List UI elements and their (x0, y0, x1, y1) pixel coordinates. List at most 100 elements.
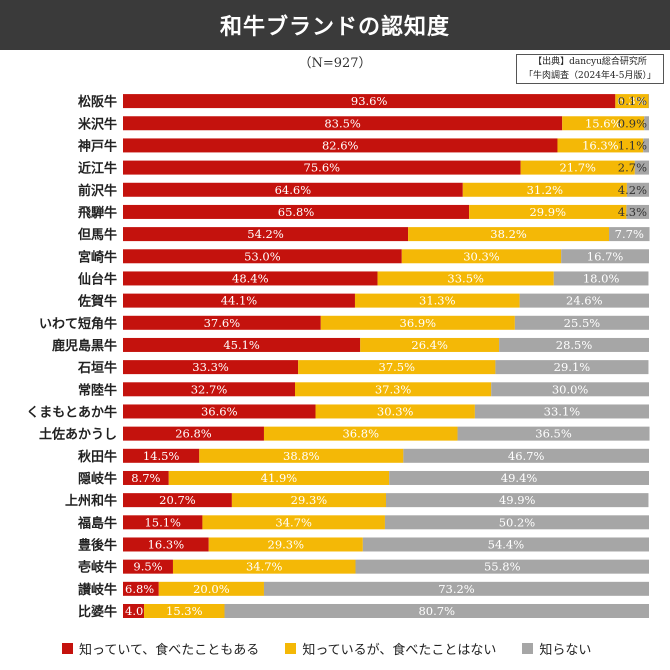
category-label: 宮崎牛 (78, 249, 117, 265)
bar-segment-unknown (457, 426, 650, 441)
bar-segment-known (462, 182, 627, 197)
bar-segment-known (360, 337, 500, 352)
legend-swatch-unknown (522, 642, 534, 654)
data-label-eaten: 33.3% (192, 360, 229, 374)
legend-swatch-eaten (62, 642, 73, 654)
data-label-eaten: 65.8% (278, 205, 315, 219)
data-label-known: 38.8% (283, 449, 320, 463)
category-label: 鹿児島黒牛 (52, 338, 117, 354)
bar-segment-eaten (123, 271, 378, 286)
bar-segment-eaten (123, 515, 203, 530)
data-label-eaten: 8.7% (131, 471, 160, 485)
category-label: 秋田牛 (78, 449, 117, 465)
data-label-unknown: 16.7% (587, 249, 624, 263)
bar-segment-eaten (123, 116, 563, 131)
bar-segment-unknown (499, 337, 649, 352)
data-label-eaten: 64.6% (275, 183, 312, 197)
data-label-eaten: 53.0% (244, 249, 281, 263)
bar-segment-known (298, 360, 496, 375)
data-label-eaten: 48.4% (232, 271, 269, 285)
data-label-unknown: 49.4% (501, 471, 538, 485)
bar-segment-unknown (389, 470, 649, 485)
bar-segment-eaten (123, 537, 209, 552)
category-label: 佐賀牛 (77, 294, 117, 310)
data-label-unknown: 33.1% (544, 404, 581, 418)
data-label-unknown: 73.2% (438, 582, 475, 596)
data-label-known: 34.7% (246, 560, 283, 574)
data-label-eaten: 20.7% (159, 493, 196, 507)
data-label-unknown: 80.7% (418, 604, 455, 618)
category-label: 仙台牛 (78, 271, 117, 287)
bar-segment-known (377, 271, 554, 286)
bar-segment-known (208, 537, 363, 552)
legend: 知っていて、食べたこともある 知っているが、食べたことはない 知らない (62, 638, 662, 658)
bar-segment-known (315, 404, 475, 419)
bar-segment-unknown (553, 271, 649, 286)
data-label-unknown: 4.3% (618, 205, 647, 219)
bar-segment-eaten (123, 404, 316, 419)
category-label: 神戸牛 (78, 138, 117, 154)
data-label-unknown: 2.7% (618, 161, 647, 175)
data-label-eaten: 45.1% (223, 338, 260, 352)
data-label-unknown: 1.1% (618, 138, 647, 152)
bar-segment-unknown (561, 249, 649, 264)
bar-segment-eaten (123, 426, 264, 441)
bar-segment-eaten (123, 293, 355, 308)
data-label-unknown: 50.2% (499, 515, 536, 529)
data-label-known: 26.4% (411, 338, 448, 352)
data-label-eaten: 6.8% (125, 582, 154, 596)
data-label-unknown: 24.6% (566, 294, 603, 308)
legend-label-known: 知っているが、食べたことはない (302, 642, 497, 658)
data-label-eaten: 26.8% (175, 427, 212, 441)
category-label: 壱岐牛 (78, 560, 117, 576)
bar-segment-unknown (495, 360, 649, 375)
bar-segment-known (158, 581, 264, 596)
category-label: 讃岐牛 (78, 582, 117, 598)
data-label-unknown: 30.0% (552, 382, 589, 396)
data-label-unknown: 4.2% (618, 183, 647, 197)
data-label-known: 15.3% (166, 604, 203, 618)
data-label-unknown: 25.5% (564, 316, 601, 330)
data-label-known: 31.3% (419, 294, 456, 308)
data-label-unknown: 55.8% (484, 560, 521, 574)
bar-segment-eaten (123, 315, 321, 330)
data-label-eaten: 83.5% (324, 116, 361, 130)
bar-segment-unknown (634, 160, 649, 175)
data-label-known: 33.5% (447, 271, 484, 285)
source-box: 【出典】dancyu総合研究所 「牛肉調査（2024年4-5月版）」 (516, 54, 664, 84)
bar-segment-eaten (123, 603, 145, 618)
bar-segment-eaten (123, 227, 409, 242)
category-label: 松阪牛 (78, 94, 117, 110)
category-label: 上州和牛 (65, 493, 117, 509)
data-label-known: 34.7% (275, 515, 312, 529)
category-label: 土佐あかうし (39, 427, 117, 443)
bar-segment-known (520, 160, 635, 175)
bar-segment-known (562, 116, 645, 131)
data-label-unknown: 18.0% (583, 271, 620, 285)
bar-segment-unknown (355, 559, 649, 574)
data-label-known: 15.6% (585, 116, 622, 130)
data-label-unknown: 0.1% (618, 94, 647, 108)
data-label-eaten: 14.5% (143, 449, 180, 463)
bar-segment-eaten (123, 182, 463, 197)
bar-segment-unknown (514, 315, 649, 330)
legend-swatch-known (285, 642, 297, 654)
data-label-known: 29.9% (529, 205, 566, 219)
bar-segment-known (401, 249, 562, 264)
data-label-eaten: 54.2% (247, 227, 284, 241)
bar-segment-known (320, 315, 515, 330)
legend-label-eaten: 知っていて、食べたこともある (79, 642, 260, 658)
category-label: 但馬牛 (77, 227, 117, 243)
data-label-eaten: 16.3% (148, 537, 185, 551)
data-label-unknown: 7.7% (615, 227, 644, 241)
category-label: くまもとあか牛 (26, 404, 117, 420)
bar-segment-unknown (519, 293, 649, 308)
bar-segment-known (202, 515, 385, 530)
category-label: いわて短角牛 (39, 316, 117, 332)
data-label-eaten: 32.7% (191, 382, 228, 396)
bar-segment-unknown (648, 94, 649, 109)
legend-label-unknown: 知らない (539, 642, 592, 658)
category-label: 豊後牛 (78, 537, 117, 553)
bar-segment-unknown (644, 116, 649, 131)
source-line-2: 「牛肉調査（2024年4-5月版）」 (524, 71, 656, 81)
